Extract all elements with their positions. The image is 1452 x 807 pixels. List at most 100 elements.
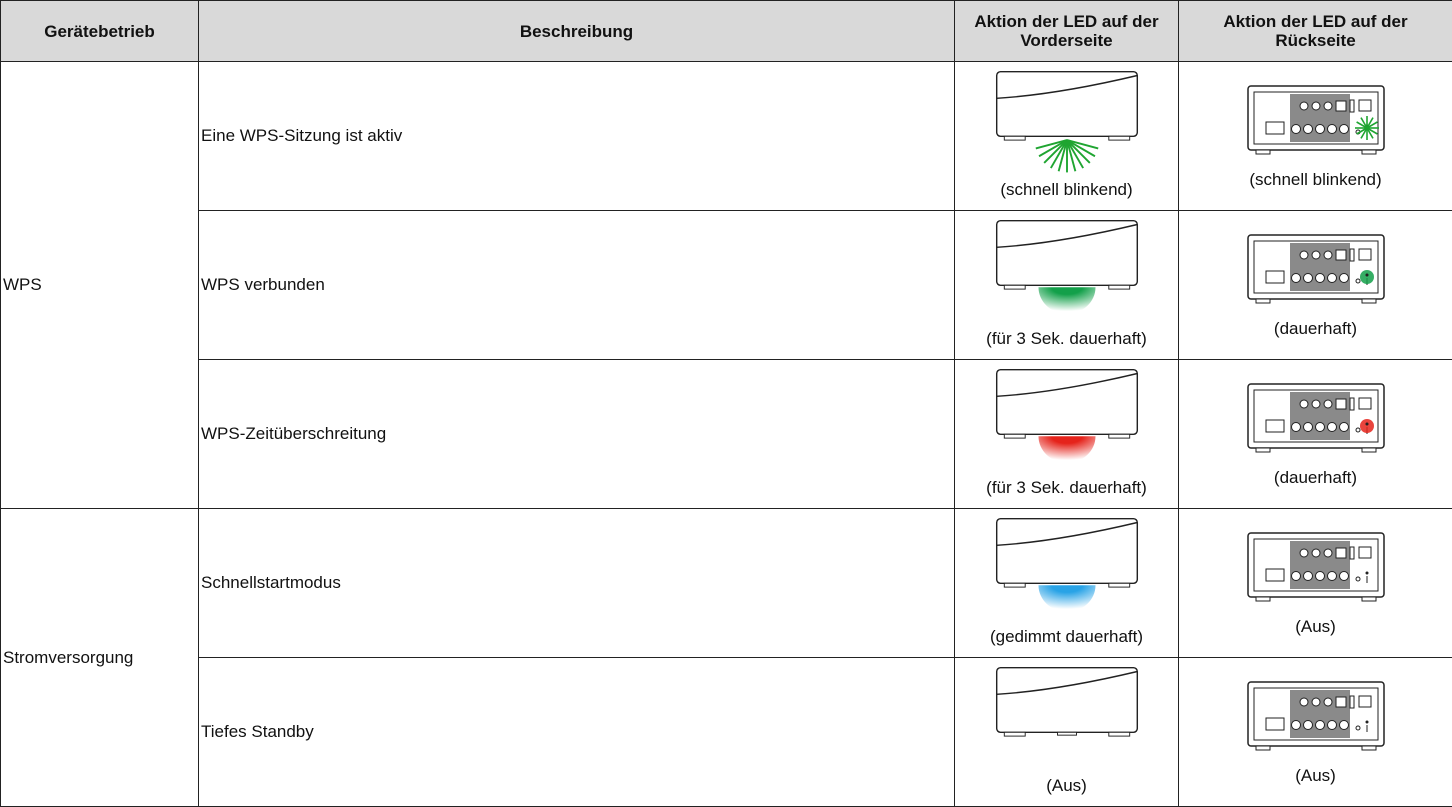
front-caption: (für 3 Sek. dauerhaft) xyxy=(986,478,1147,498)
illustration-part xyxy=(1004,732,1025,736)
description-cell: Tiefes Standby xyxy=(199,658,955,807)
illustration-part xyxy=(1336,101,1346,111)
illustration-part xyxy=(1291,125,1300,134)
illustration-part xyxy=(1362,299,1376,303)
table-row: WPS-Zeitüberschreitung (für 3 Sek. dauerh… xyxy=(1,360,1452,509)
illustration-part xyxy=(1365,274,1368,277)
header-cell: Aktion der LED auf der Rückseite xyxy=(1179,1,1452,62)
illustration-part xyxy=(1315,274,1324,283)
device-illustration xyxy=(1246,531,1386,611)
illustration-part xyxy=(1350,696,1354,708)
illustration-part xyxy=(1339,721,1348,730)
rear-cell: (Aus) xyxy=(1179,509,1452,658)
illustration-part xyxy=(1336,548,1346,558)
illustration-part xyxy=(1256,150,1270,154)
illustration-part xyxy=(1300,102,1308,110)
illustration-part xyxy=(996,370,1137,435)
illustration-part xyxy=(1350,547,1354,559)
illustration-part xyxy=(1312,549,1320,557)
front-caption: (gedimmt dauerhaft) xyxy=(990,627,1143,647)
header-cell: Aktion der LED auf der Vorderseite xyxy=(955,1,1179,62)
description-cell: Schnellstartmodus xyxy=(199,509,955,658)
illustration-part xyxy=(1360,270,1374,284)
illustration-part xyxy=(1291,721,1300,730)
illustration-part xyxy=(1360,419,1374,433)
front-cell: (schnell blinkend) xyxy=(955,62,1179,211)
illustration-part xyxy=(1291,274,1300,283)
group-cell: WPS xyxy=(1,62,199,509)
rear-content: (Aus) xyxy=(1179,509,1452,657)
device-illustration xyxy=(987,513,1147,627)
rear-cell: (dauerhaft) xyxy=(1179,360,1452,509)
group-cell: Stromversorgung xyxy=(1,509,199,807)
illustration-part xyxy=(1350,398,1354,410)
illustration-part xyxy=(1324,251,1332,259)
device-illustration xyxy=(1246,680,1386,760)
illustration-part xyxy=(1004,583,1025,587)
rear-caption: (schnell blinkend) xyxy=(1249,170,1381,190)
illustration-part xyxy=(1312,251,1320,259)
device-illustration xyxy=(1246,84,1386,164)
illustration-part xyxy=(1339,274,1348,283)
illustration-part xyxy=(1300,251,1308,259)
illustration-part xyxy=(1315,125,1324,134)
illustration-part xyxy=(1004,285,1025,289)
illustration-part xyxy=(1108,285,1129,289)
illustration-part xyxy=(1300,400,1308,408)
rear-caption: (dauerhaft) xyxy=(1274,319,1357,339)
illustration-part xyxy=(1303,125,1312,134)
device-illustration xyxy=(987,66,1147,180)
illustration-part xyxy=(996,519,1137,584)
illustration-part xyxy=(1356,726,1360,730)
front-content: (für 3 Sek. dauerhaft) xyxy=(955,211,1178,359)
header-cell: Gerätebetrieb xyxy=(1,1,199,62)
description-cell: WPS-Zeitüberschreitung xyxy=(199,360,955,509)
illustration-part xyxy=(1315,572,1324,581)
illustration-part xyxy=(1256,299,1270,303)
description-cell: WPS verbunden xyxy=(199,211,955,360)
illustration-part xyxy=(1315,721,1324,730)
front-cell: (für 3 Sek. dauerhaft) xyxy=(955,211,1179,360)
illustration-part xyxy=(1362,746,1376,750)
table-header: Gerätebetrieb Beschreibung Aktion der LE… xyxy=(1,1,1452,62)
illustration-part xyxy=(1324,549,1332,557)
illustration-part xyxy=(1365,572,1368,575)
description-cell: Eine WPS-Sitzung ist aktiv xyxy=(199,62,955,211)
illustration-part xyxy=(1303,274,1312,283)
illustration-part xyxy=(1312,698,1320,706)
illustration-part xyxy=(1108,136,1129,140)
illustration-part xyxy=(1291,423,1300,432)
illustration-part xyxy=(1266,420,1284,432)
illustration-part xyxy=(1324,698,1332,706)
header-cell: Beschreibung xyxy=(199,1,955,62)
illustration-part xyxy=(1256,448,1270,452)
illustration-part xyxy=(1303,572,1312,581)
illustration-part xyxy=(1108,434,1129,438)
front-content: (Aus) xyxy=(955,658,1178,806)
illustration-part xyxy=(1256,597,1270,601)
rear-content: (dauerhaft) xyxy=(1179,211,1452,359)
illustration-part xyxy=(1266,718,1284,730)
device-illustration xyxy=(1246,382,1386,462)
front-content: (schnell blinkend) xyxy=(955,62,1178,210)
illustration-part xyxy=(1350,100,1354,112)
illustration-part xyxy=(1303,423,1312,432)
illustration-part xyxy=(1365,721,1368,724)
illustration-part xyxy=(1327,423,1336,432)
front-content: (gedimmt dauerhaft) xyxy=(955,509,1178,657)
illustration-part xyxy=(1266,569,1284,581)
illustration-part xyxy=(1339,572,1348,581)
illustration-part xyxy=(1327,125,1336,134)
illustration-part xyxy=(1256,746,1270,750)
rear-content: (schnell blinkend) xyxy=(1179,62,1452,210)
illustration-part xyxy=(1108,583,1129,587)
illustration-part xyxy=(1356,428,1360,432)
illustration-part xyxy=(996,72,1137,137)
rear-cell: (schnell blinkend) xyxy=(1179,62,1452,211)
illustration-part xyxy=(1004,434,1025,438)
rear-caption: (Aus) xyxy=(1295,766,1336,786)
illustration-part xyxy=(1356,279,1360,283)
